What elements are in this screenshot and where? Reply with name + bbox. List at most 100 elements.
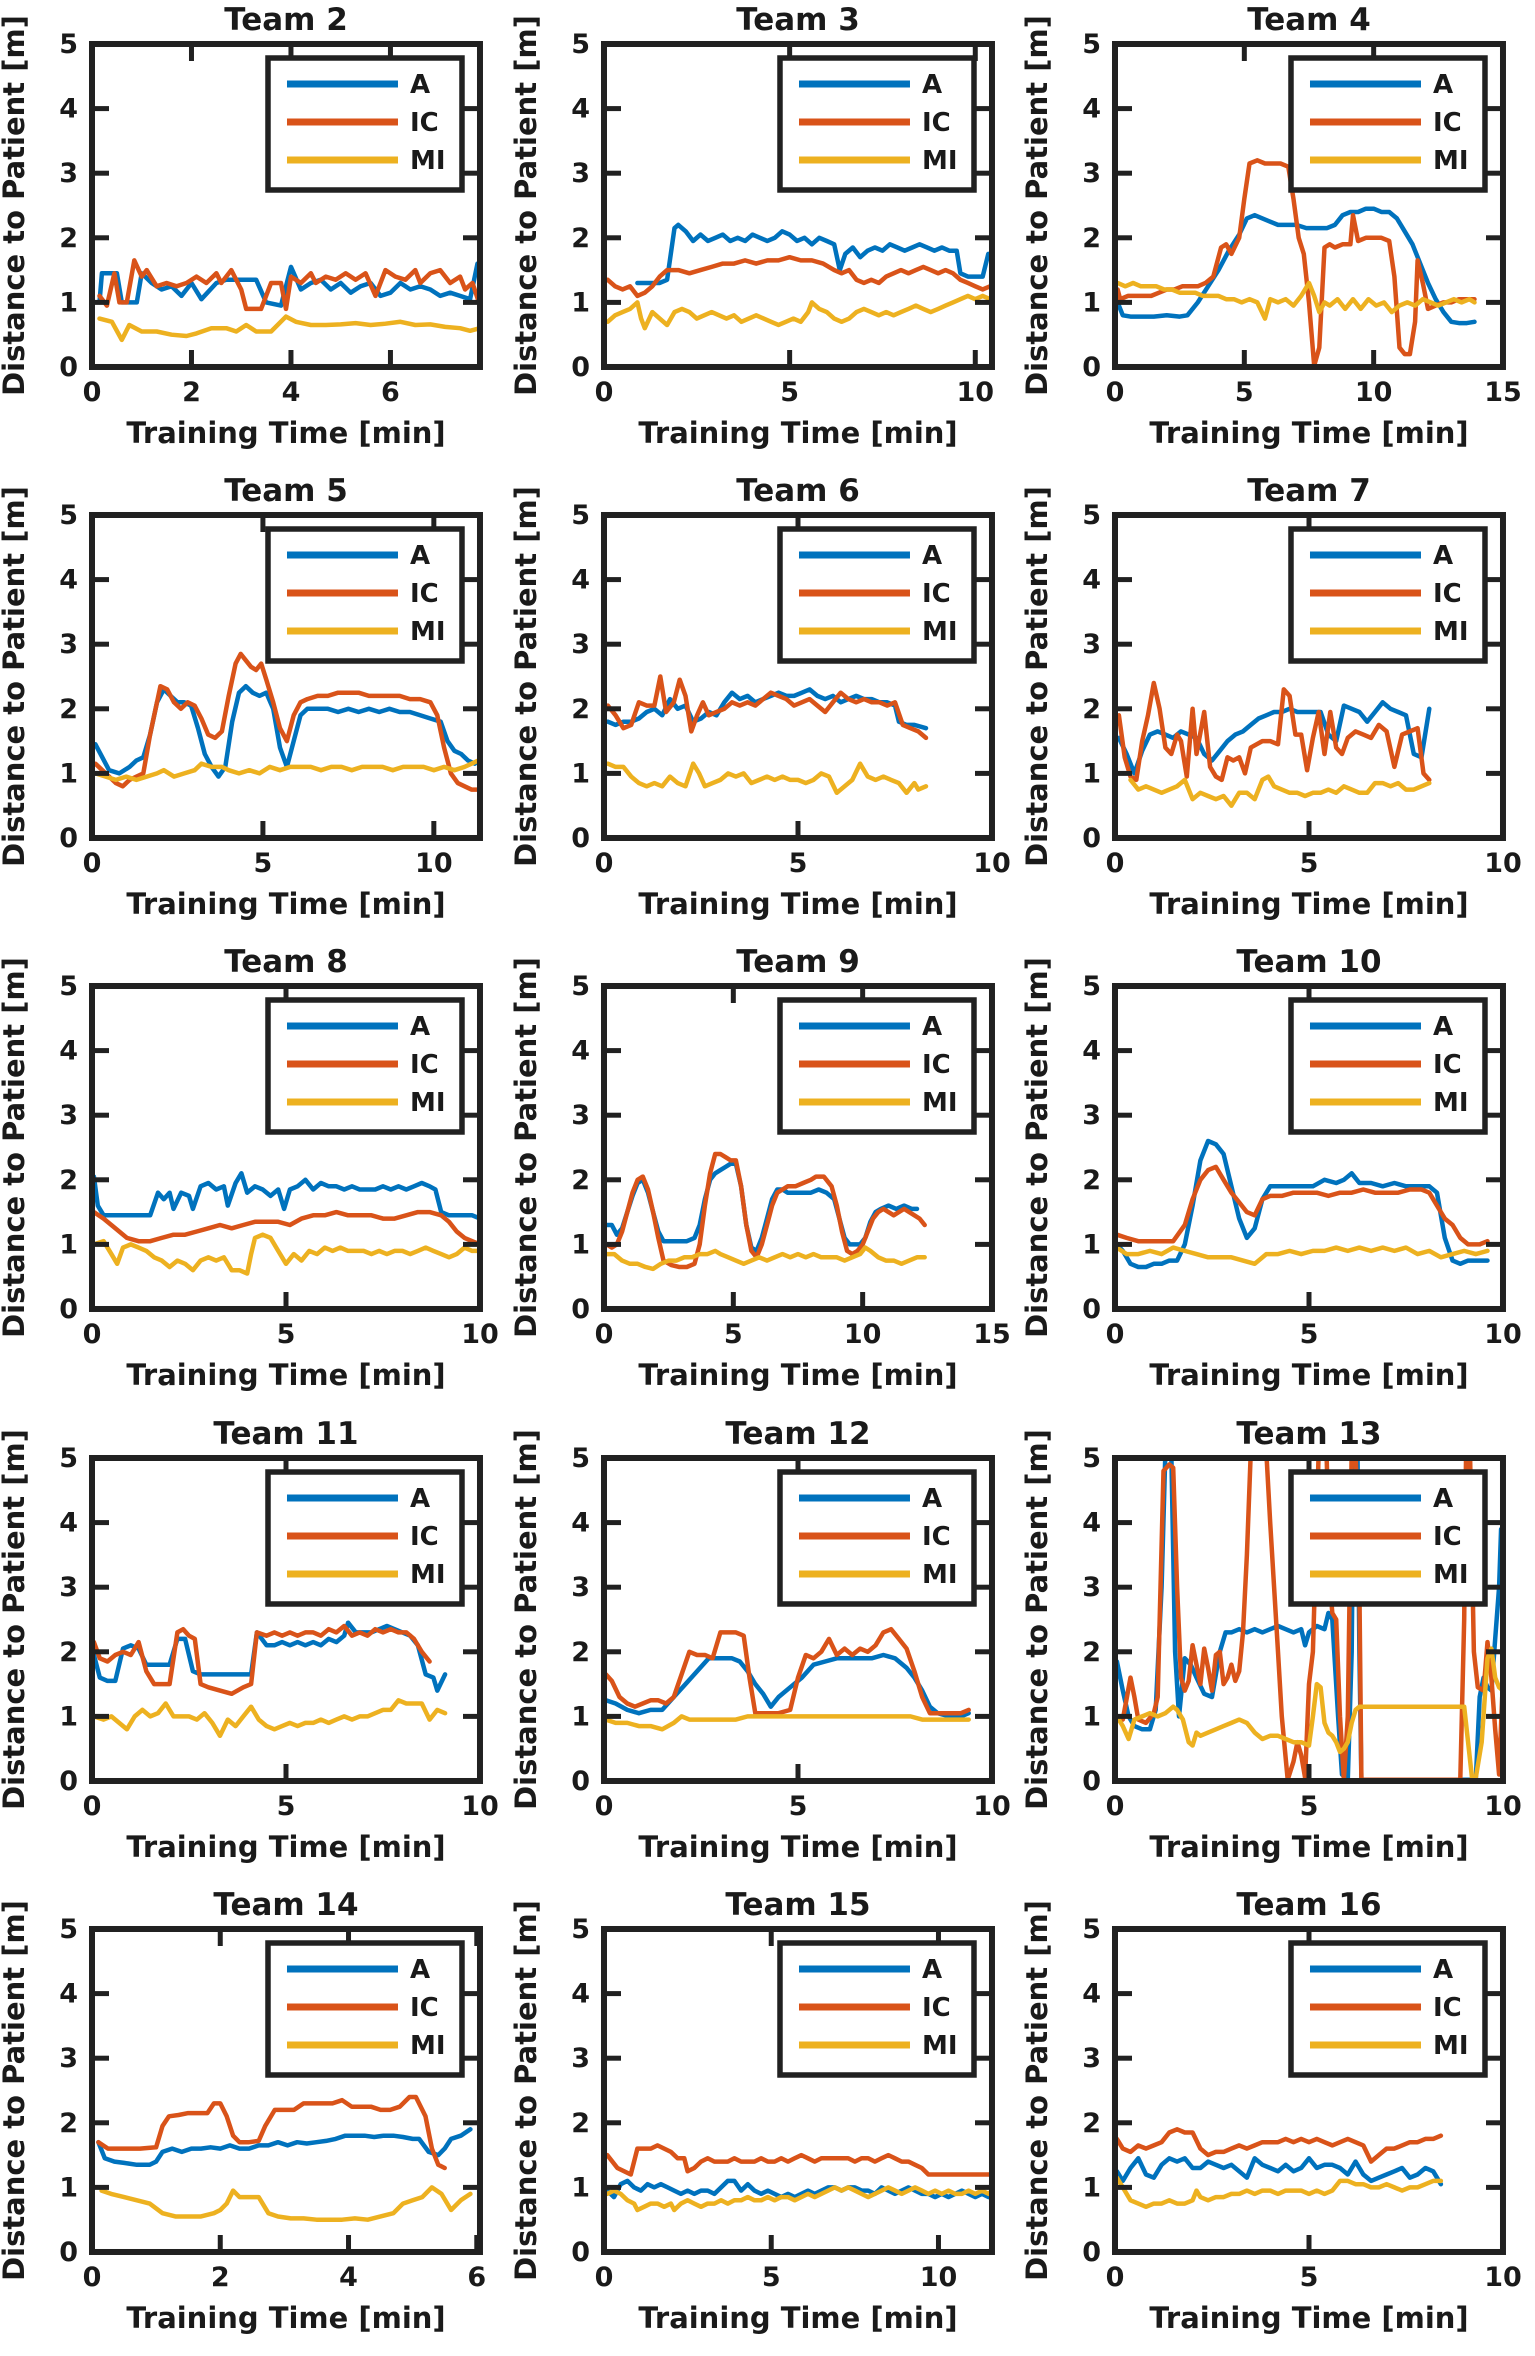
chart-title: Team 9 — [736, 944, 860, 980]
series-group — [603, 1626, 971, 1732]
legend-label-a: A — [922, 1012, 942, 1042]
y-tick-label: 0 — [1083, 2237, 1102, 2268]
x-tick-label: 6 — [467, 2262, 486, 2293]
chart-title: Team 6 — [736, 473, 860, 509]
legend-label-ic: IC — [410, 1050, 439, 1080]
legend — [1288, 526, 1489, 664]
axes-frame — [600, 1454, 995, 1784]
team-8-subplot: 0 5 10 0 1 2 3 4 5 Team 8 Training Time [min] Dista… — [0, 942, 512, 1413]
y-tick-label: 1 — [1083, 1701, 1102, 1732]
x-tick-label: 5 — [1235, 377, 1254, 408]
x-tick-label: 10 — [973, 848, 1011, 879]
y-tick-label: 1 — [59, 2172, 78, 2203]
y-tick-label: 2 — [571, 1165, 590, 1196]
series-line-mi — [604, 2184, 992, 2212]
chart-title: Team 2 — [224, 2, 348, 38]
axes-frame — [88, 983, 483, 1313]
axes-frame — [1112, 1454, 1507, 1784]
x-tick-label: 10 — [1485, 2262, 1523, 2293]
legend-label-a: A — [1433, 70, 1453, 100]
legend-label-ic: IC — [410, 108, 439, 138]
x-axis-label: Training Time [min] — [1150, 887, 1469, 921]
legend — [776, 1939, 977, 2078]
y-tick-label: 3 — [1083, 2043, 1102, 2074]
y-tick-label: 2 — [571, 223, 590, 254]
series-line-mi — [93, 758, 480, 783]
y-axis-label: Distance to Patient [m] — [1023, 957, 1054, 1338]
x-tick-label: 10 — [919, 2262, 957, 2293]
team-7-chart: 0 5 10 0 1 2 3 4 5 Team 7 Training Time [min] Dista… — [1023, 473, 1522, 921]
y-tick-label: 4 — [571, 1507, 590, 1538]
legend — [1288, 997, 1489, 1136]
team-10-chart: 0 5 10 0 1 2 3 4 5 Team 10 Training Time [min] Dist… — [1023, 944, 1522, 1392]
y-tick-label: 1 — [571, 1701, 590, 1732]
y-tick-label: 4 — [1083, 1507, 1102, 1538]
y-tick-label: 3 — [1083, 1101, 1102, 1132]
x-axis-label: Training Time [min] — [126, 416, 445, 450]
series-line-a — [91, 1171, 480, 1222]
legend — [776, 1468, 977, 1607]
chart-title: Team 16 — [1237, 1887, 1382, 1923]
legend-label-mi: MI — [410, 1560, 446, 1590]
x-tick-label: 0 — [83, 377, 102, 408]
series-group — [91, 1171, 480, 1277]
legend-label-a: A — [922, 1484, 942, 1514]
x-tick-label: 0 — [83, 848, 102, 879]
y-tick-label: 3 — [571, 1101, 590, 1132]
legend-label-a: A — [410, 70, 430, 100]
y-tick-label: 1 — [1083, 1230, 1102, 1261]
y-tick-label: 5 — [59, 1443, 78, 1474]
series-line-a — [1115, 1139, 1491, 1270]
y-tick-label: 3 — [571, 1572, 590, 1603]
x-tick-label: 5 — [788, 848, 807, 879]
y-axis-label: Distance to Patient [m] — [0, 15, 31, 396]
legend-label-mi: MI — [410, 617, 446, 647]
series-line-ic — [91, 1623, 432, 1696]
series-group — [1115, 1139, 1491, 1270]
series-line-mi — [605, 761, 928, 796]
x-tick-label: 0 — [83, 1319, 102, 1350]
x-tick-label: 10 — [973, 1791, 1011, 1822]
y-tick-label: 2 — [571, 1636, 590, 1667]
y-tick-label: 0 — [59, 1766, 78, 1797]
y-tick-label: 2 — [59, 2108, 78, 2139]
x-tick-label: 5 — [277, 1319, 296, 1350]
y-tick-label: 3 — [59, 2043, 78, 2074]
y-tick-label: 4 — [1083, 1036, 1102, 1067]
team-15-subplot: 0 5 10 0 1 2 3 4 5 Team 15 Training Time [min] Dist… — [512, 1885, 1024, 2356]
y-tick-label: 4 — [59, 565, 78, 596]
y-tick-label: 2 — [59, 1165, 78, 1196]
x-tick-label: 5 — [780, 377, 799, 408]
series-line-ic — [1116, 680, 1432, 783]
y-tick-label: 4 — [59, 1978, 78, 2009]
series-line-ic — [604, 2142, 992, 2177]
legend — [265, 997, 465, 1136]
y-tick-label: 4 — [571, 1036, 590, 1067]
y-axis-label: Distance to Patient [m] — [0, 1900, 31, 2281]
series-line-mi — [97, 314, 480, 343]
y-tick-label: 5 — [59, 500, 78, 531]
legend-label-mi: MI — [410, 2031, 446, 2061]
axes-frame — [600, 40, 995, 370]
chart-title: Team 14 — [213, 1887, 358, 1923]
x-tick-label: 10 — [461, 1791, 499, 1822]
series-group — [604, 2142, 992, 2212]
series-line-a — [1116, 700, 1432, 776]
series-line-ic — [96, 2094, 447, 2170]
y-tick-label: 2 — [1083, 2108, 1102, 2139]
x-tick-label: 5 — [762, 2262, 781, 2293]
y-tick-label: 5 — [571, 971, 590, 1002]
y-tick-label: 1 — [571, 1230, 590, 1261]
y-tick-label: 5 — [1083, 1443, 1102, 1474]
y-tick-label: 5 — [1083, 971, 1102, 1002]
x-axis-label: Training Time [min] — [638, 416, 957, 450]
x-tick-label: 5 — [1300, 848, 1319, 879]
team-10-subplot: 0 5 10 0 1 2 3 4 5 Team 10 Training Time [min] Dist… — [1023, 942, 1535, 1413]
series-group — [605, 222, 992, 331]
team-5-subplot: 0 5 10 0 1 2 3 4 5 Team 5 Training Time [min] Dista… — [0, 471, 512, 942]
legend — [265, 1468, 465, 1607]
axes-frame — [1112, 983, 1507, 1313]
team-3-subplot: 0 5 10 0 1 2 3 4 5 Team 3 Training Time [min] Dista… — [512, 0, 1024, 471]
y-axis-label: Distance to Patient [m] — [0, 957, 31, 1338]
